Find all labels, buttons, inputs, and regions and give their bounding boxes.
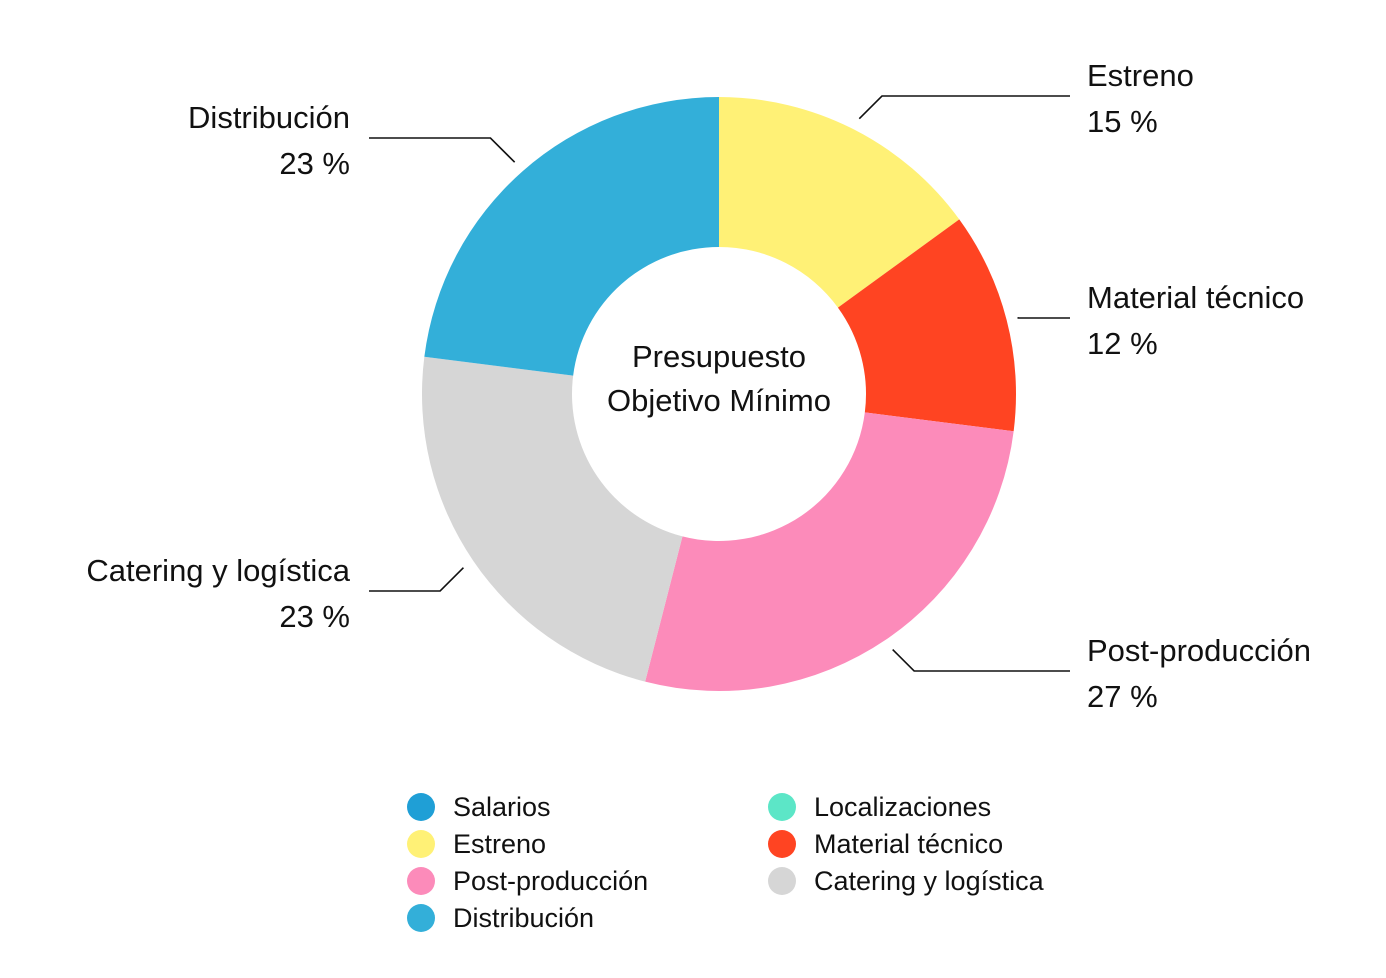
- legend-label-post-produccion: Post-producción: [453, 866, 648, 896]
- legend-swatch-material-tecnico: [768, 830, 796, 858]
- legend-label-distribucion: Distribución: [453, 903, 594, 933]
- leader-line-post-produccion: [892, 649, 1070, 672]
- slice-label-name-distribucion: Distribución: [188, 100, 350, 135]
- legend-item-catering-y-logistica: Catering y logística: [768, 866, 1045, 896]
- center-label-line-1: Presupuesto: [632, 339, 806, 374]
- legend-swatch-catering-y-logistica: [768, 867, 796, 895]
- legend-label-localizaciones: Localizaciones: [814, 792, 991, 822]
- legend-label-salarios: Salarios: [453, 792, 551, 822]
- legend: Salarios Localizaciones Estreno Material té…: [407, 792, 1045, 933]
- slice-catering-y-logistica: [422, 356, 683, 682]
- legend-label-material-tecnico: Material técnico: [814, 829, 1003, 859]
- leader-line-catering-y-logistica: [369, 567, 464, 592]
- leader-lines-group: [369, 95, 1070, 672]
- legend-swatch-post-produccion: [407, 867, 435, 895]
- slice-label-name-estreno: Estreno: [1087, 58, 1194, 93]
- legend-swatch-salarios: [407, 793, 435, 821]
- legend-swatch-localizaciones: [768, 793, 796, 821]
- legend-label-estreno: Estreno: [453, 829, 546, 859]
- center-label-line-2: Objetivo Mínimo: [607, 383, 831, 418]
- legend-item-localizaciones: Localizaciones: [768, 792, 991, 822]
- slice-material-tecnico: [837, 219, 1016, 432]
- legend-swatch-estreno: [407, 830, 435, 858]
- slice-label-name-catering-y-logistica: Catering y logística: [86, 553, 350, 588]
- legend-swatch-distribucion: [407, 904, 435, 932]
- legend-item-salarios: Salarios: [407, 792, 551, 822]
- leader-line-estreno: [858, 95, 1070, 120]
- legend-item-post-produccion: Post-producción: [407, 866, 648, 896]
- legend-item-estreno: Estreno: [407, 829, 546, 859]
- slice-label-value-material-tecnico: 12 %: [1087, 326, 1158, 361]
- slice-estreno: [719, 97, 960, 308]
- slice-label-value-post-produccion: 27 %: [1087, 679, 1158, 714]
- center-label-group: Presupuesto Objetivo Mínimo: [607, 339, 831, 418]
- slice-post-produccion: [645, 412, 1014, 691]
- legend-item-distribucion: Distribución: [407, 903, 594, 933]
- slice-label-name-material-tecnico: Material técnico: [1087, 280, 1304, 315]
- slice-label-value-distribucion: 23 %: [279, 146, 350, 181]
- legend-item-material-tecnico: Material técnico: [768, 829, 1003, 859]
- legend-label-catering-y-logistica: Catering y logística: [814, 866, 1045, 896]
- slices-group: [422, 97, 1016, 691]
- leader-line-material-tecnico: [1017, 317, 1070, 319]
- slice-distribucion: [424, 97, 719, 376]
- slice-label-value-catering-y-logistica: 23 %: [279, 599, 350, 634]
- slice-label-name-post-produccion: Post-producción: [1087, 633, 1311, 668]
- leader-line-distribucion: [369, 137, 516, 163]
- slice-labels-group: Estreno 15 % Material técnico 12 % Post-prod…: [86, 58, 1311, 714]
- slice-label-value-estreno: 15 %: [1087, 104, 1158, 139]
